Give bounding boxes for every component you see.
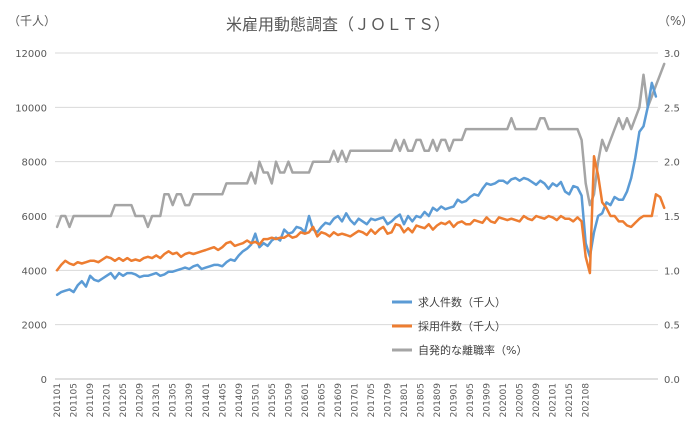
x-tick-label: 201509 [284, 383, 294, 418]
x-tick-label: 202009 [532, 383, 542, 418]
series-lines [55, 62, 666, 297]
series-line [55, 154, 666, 275]
chart-title: 米雇用動態調査（ＪＯＬＴＳ） [226, 15, 450, 34]
x-tick-label: 202105 [565, 383, 575, 417]
y-right-tick-label: 1.0 [664, 266, 680, 277]
x-tick-label: 201501 [251, 383, 261, 417]
y-right-tick-label: 0.5 [664, 321, 680, 332]
gridlines [55, 52, 658, 380]
x-tick-label: 202005 [516, 383, 526, 417]
y-right-tick-label: 3.0 [664, 49, 680, 60]
x-tick-label: 201705 [367, 383, 377, 417]
x-tick-label: 201201 [103, 383, 113, 417]
x-tick-label: 201909 [483, 383, 493, 418]
x-tick-label: 201809 [433, 383, 443, 418]
y-left-axis: 0 2000 4000 6000 8000 10000 12000 [15, 49, 47, 386]
x-tick-label: 201409 [235, 383, 245, 418]
y-left-tick-label: 2000 [22, 321, 47, 332]
series-line [55, 81, 658, 297]
x-tick-label: 202108 [582, 383, 592, 418]
legend-label: 求人件数（千人） [418, 296, 506, 309]
x-tick-label: 202101 [549, 383, 559, 417]
x-tick-label: 201901 [450, 383, 460, 417]
x-tick-label: 202001 [499, 383, 509, 417]
x-tick-label: 201805 [417, 383, 427, 417]
x-tick-label: 201305 [169, 383, 179, 417]
y-right-tick-label: 0.0 [664, 375, 680, 386]
series-line [55, 62, 666, 229]
x-tick-label: 201505 [268, 383, 278, 417]
x-tick-label: 201701 [350, 383, 360, 417]
y-right-axis: 0.0 0.5 1.0 1.5 2.0 2.5 3.0 [664, 49, 680, 386]
x-tick-label: 201801 [400, 383, 410, 417]
x-tick-label: 201205 [119, 383, 129, 417]
x-tick-label: 201905 [466, 383, 476, 417]
x-tick-label: 201709 [383, 383, 393, 418]
x-tick-label: 201301 [152, 383, 162, 417]
x-tick-label: 201209 [136, 383, 146, 418]
y-left-unit: （千人） [8, 14, 56, 28]
y-left-tick-label: 6000 [22, 212, 47, 223]
y-left-tick-label: 4000 [22, 266, 47, 277]
x-tick-label: 201101 [53, 383, 63, 417]
x-tick-label: 201109 [86, 383, 96, 418]
y-left-tick-label: 8000 [22, 158, 47, 169]
y-right-unit: （%） [658, 14, 693, 28]
x-tick-label: 201605 [317, 383, 327, 417]
legend-label: 採用件数（千人） [418, 319, 506, 333]
legend: 求人件数（千人） 採用件数（千人） 自発的な離職率（%） [392, 296, 527, 357]
y-right-tick-label: 1.5 [664, 212, 680, 223]
x-tick-label: 201105 [70, 383, 80, 417]
y-left-tick-label: 12000 [15, 49, 47, 60]
x-tick-label: 201601 [301, 383, 311, 417]
y-left-tick-label: 0 [41, 375, 47, 386]
x-tick-label: 201309 [185, 383, 195, 418]
y-right-tick-label: 2.0 [664, 158, 680, 169]
x-tick-label: 201401 [202, 383, 212, 417]
y-right-tick-label: 2.5 [664, 103, 680, 114]
y-left-tick-label: 10000 [15, 103, 47, 114]
legend-label: 自発的な離職率（%） [418, 343, 527, 357]
x-tick-label: 201405 [218, 383, 228, 417]
x-tick-label: 201609 [334, 383, 344, 418]
x-axis: 201101 201105 201109 201201 201205 201209 2013… [53, 378, 658, 418]
